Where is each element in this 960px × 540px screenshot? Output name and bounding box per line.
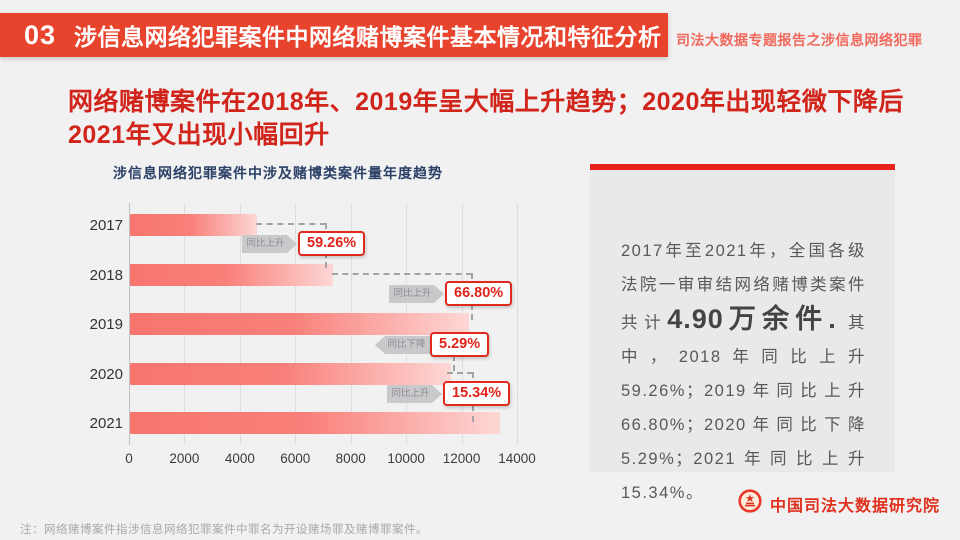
yoy-arrow-label: 同比上升 — [242, 235, 297, 253]
bar-chart: 0 2000 4000 6000 8000 10000 12000 14000 2017 2018… — [85, 195, 560, 485]
panel-accent-bar — [590, 164, 895, 170]
x-tick-label: 12000 — [442, 451, 481, 466]
org-logo: 中国司法大数据研究院 — [738, 489, 940, 518]
y-axis-line — [129, 203, 130, 445]
bar-2018 — [130, 263, 334, 286]
chart-title: 涉信息网络犯罪案件中涉及赌博类案件量年度趋势 — [113, 165, 443, 181]
summary-detail: 其中，2018年同比上升59.26%；2019年同比上升 66.80%；2020… — [621, 314, 867, 502]
connector-line — [332, 273, 472, 275]
yoy-arrow-label: 同比下降 — [375, 336, 430, 354]
x-tick-label: 8000 — [335, 451, 366, 466]
y-axis-label: 2021 — [89, 415, 123, 432]
x-tick-label: 10000 — [387, 451, 425, 466]
yoy-value-badge: 5.29% — [430, 332, 490, 357]
connector-line — [447, 372, 473, 374]
yoy-value-badge: 66.80% — [445, 281, 513, 306]
yoy-value-badge: 15.34% — [443, 381, 511, 406]
bar-2019 — [130, 313, 469, 335]
summary-intro: 2017年至2021年，全国各级法院一审审结网络赌博类案件共计 — [621, 242, 866, 332]
y-axis-label: 2020 — [89, 365, 123, 383]
yoy-arrow-label: 同比上升 — [389, 285, 444, 303]
yoy-arrow-label: 同比上升 — [387, 385, 442, 403]
x-tick-label: 0 — [125, 451, 133, 466]
x-tick-label: 14000 — [498, 451, 536, 466]
summary-panel: 2017年至2021年，全国各级法院一审审结网络赌博类案件共计4.90万余件. … — [590, 170, 895, 502]
bar-2017 — [130, 214, 258, 236]
connector-line — [453, 345, 455, 371]
report-tagline: 司法大数据专题报告之涉信息网络犯罪 — [676, 32, 923, 48]
footnote: 注：网络赌博案件指涉信息网络犯罪案件中罪名为开设赌场罪及赌博罪案件。 — [20, 524, 428, 536]
x-tick-label: 6000 — [280, 451, 311, 466]
section-header-bar: 03 涉信息网络犯罪案件中网络赌博案件基本情况和特征分析 — [0, 13, 668, 57]
yoy-value-badge: 59.26% — [298, 231, 366, 256]
summary-text: 2017年至2021年，全国各级法院一审审结网络赌博类案件共计4.90万余件. … — [621, 234, 866, 510]
x-tick-label: 4000 — [224, 451, 255, 466]
connector-line — [256, 223, 326, 225]
bar-2020 — [130, 362, 451, 385]
summary-highlight: 4.90万余件. — [667, 304, 837, 334]
key-finding-subtitle: 网络赌博案件在2018年、2019年呈大幅上升趋势；2020年出现轻微下降后20… — [68, 88, 904, 149]
y-axis-label: 2019 — [89, 316, 123, 333]
gridline — [517, 203, 518, 445]
y-axis-label: 2017 — [89, 217, 123, 234]
x-tick-label: 2000 — [169, 451, 200, 466]
section-title: 涉信息网络犯罪案件中网络赌博案件基本情况和特征分析 — [74, 24, 662, 50]
emblem-icon — [738, 489, 762, 518]
section-number: 03 — [24, 19, 57, 50]
y-axis-label: 2018 — [89, 266, 123, 284]
org-logo-text: 中国司法大数据研究院 — [770, 497, 941, 515]
bar-2021 — [130, 412, 500, 434]
